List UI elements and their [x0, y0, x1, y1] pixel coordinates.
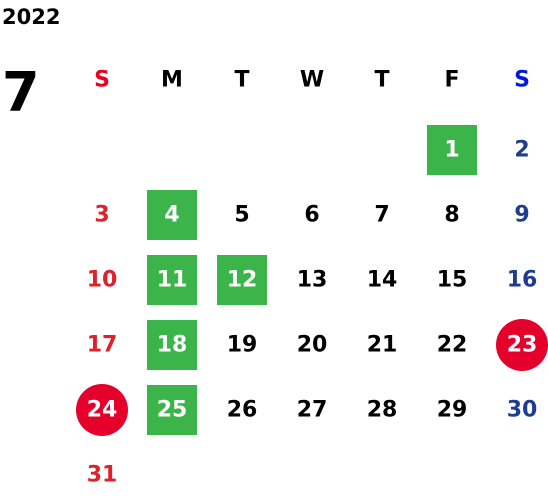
day: 1 [444, 138, 459, 163]
day: 31 [87, 463, 118, 488]
day: 23 [507, 333, 538, 358]
day: 21 [367, 333, 398, 358]
day: 2 [514, 138, 529, 163]
day: 13 [297, 268, 328, 293]
holiday-circle [496, 319, 548, 371]
day: 27 [297, 398, 328, 423]
holiday-circle [76, 384, 128, 436]
weekday: T [374, 68, 389, 93]
day: 9 [514, 203, 529, 228]
day: 16 [507, 268, 538, 293]
holiday-square [427, 125, 477, 175]
day: 6 [304, 203, 319, 228]
day: 24 [87, 398, 118, 423]
weekday: T [234, 68, 249, 93]
holiday-square [147, 385, 197, 435]
day: 8 [444, 203, 459, 228]
weekday: F [444, 68, 459, 93]
month: 7 [2, 61, 40, 124]
day: 29 [437, 398, 468, 423]
day: 7 [374, 203, 389, 228]
weekday: W [300, 68, 324, 93]
day: 3 [94, 203, 109, 228]
day: 11 [157, 268, 188, 293]
day: 4 [164, 203, 179, 228]
day: 25 [157, 398, 188, 423]
day: 10 [87, 268, 118, 293]
day: 18 [157, 333, 188, 358]
holiday-square [147, 190, 197, 240]
day: 30 [507, 398, 538, 423]
holiday-square [147, 255, 197, 305]
weekday: S [514, 68, 530, 93]
day: 28 [367, 398, 398, 423]
holiday-square [147, 320, 197, 370]
year: 2022 [2, 5, 60, 29]
day: 20 [297, 333, 328, 358]
weekday: S [94, 68, 110, 93]
day: 26 [227, 398, 258, 423]
day: 14 [367, 268, 398, 293]
holiday-square [217, 255, 267, 305]
day: 12 [227, 268, 258, 293]
day: 5 [234, 203, 249, 228]
weekday: M [161, 68, 183, 93]
day: 22 [437, 333, 468, 358]
day: 17 [87, 333, 118, 358]
day: 15 [437, 268, 468, 293]
day: 19 [227, 333, 258, 358]
